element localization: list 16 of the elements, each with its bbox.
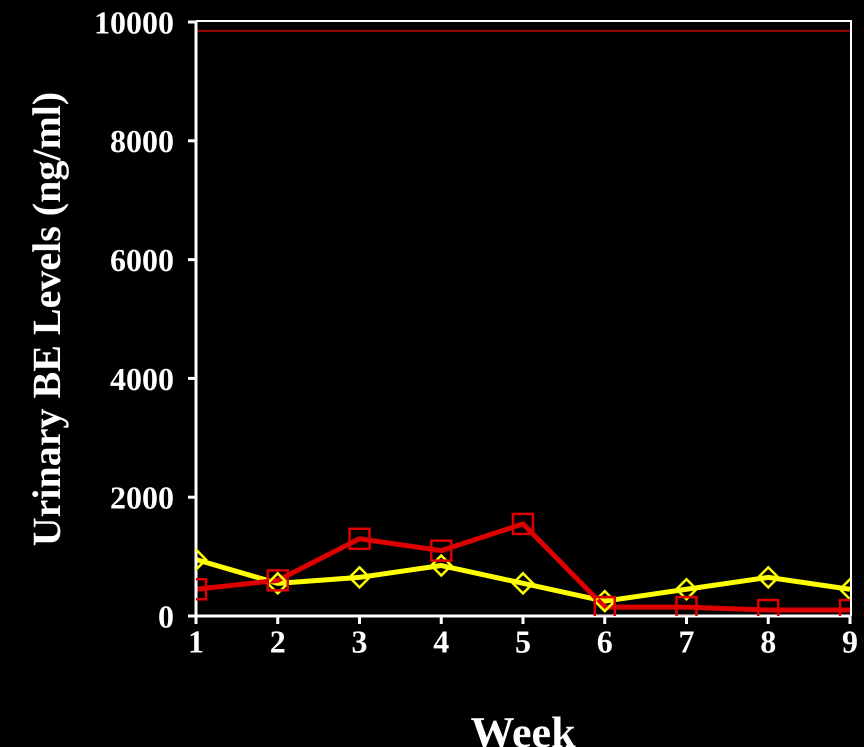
y-tick-label: 8000 xyxy=(110,123,174,160)
x-tick-label: 7 xyxy=(678,624,694,660)
x-tick-label: 3 xyxy=(352,624,368,660)
y-tick-label: 0 xyxy=(158,598,174,634)
x-tick-label: 2 xyxy=(270,624,286,660)
y-tick-label: 2000 xyxy=(110,480,174,516)
y-tick-label: 4000 xyxy=(110,360,174,397)
y-axis-title: Urinary BE Levels (ng/ml) xyxy=(24,92,70,546)
x-tick-label: 9 xyxy=(842,624,858,660)
y-tick-label: 10000 xyxy=(94,4,174,40)
x-tick-label: 8 xyxy=(760,624,776,660)
x-tick-label: 1 xyxy=(188,624,204,660)
x-tick-label: 4 xyxy=(433,624,450,660)
y-tick-label: 6000 xyxy=(110,242,174,278)
x-tick-label: 5 xyxy=(515,624,531,660)
x-tick-label: 6 xyxy=(596,624,613,660)
